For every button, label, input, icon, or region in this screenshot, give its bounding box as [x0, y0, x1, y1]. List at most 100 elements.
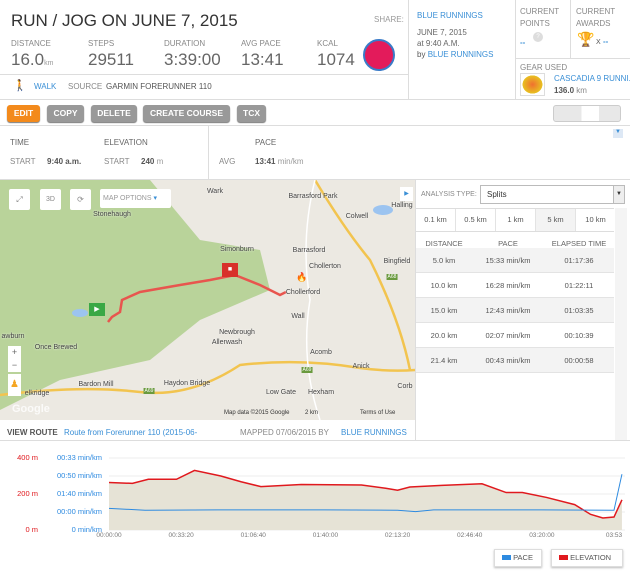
pace-tick-label: 01:40 min/km [56, 489, 102, 498]
map-place-label: Chollerford [285, 289, 321, 296]
activity-type-link[interactable]: WALK [34, 82, 57, 91]
kcal-badge [363, 39, 395, 71]
x-tick-label: 01:06:40 [240, 532, 266, 539]
map-place-label: Newbrough [219, 329, 255, 336]
pace-tick-label: 0 min/km [71, 525, 102, 534]
elev-start-value: 240 [141, 157, 155, 166]
finish-marker-icon[interactable]: ■ [222, 263, 238, 277]
x-tick-label: 03:20:00 [529, 532, 555, 539]
pace-swatch [502, 555, 511, 560]
split-tab[interactable]: 5 km [536, 209, 576, 231]
split-tab[interactable]: 10 km [576, 209, 616, 231]
split-tab[interactable]: 1 km [496, 209, 536, 231]
col-distance: DISTANCE [425, 239, 463, 248]
legend-pace-label: PACE [513, 553, 533, 562]
map-terms-link[interactable]: Terms of Use [360, 410, 396, 416]
stat-value: 1074 [317, 50, 355, 69]
split-tab[interactable]: 0.5 km [456, 209, 496, 231]
awards-label: CURRENT AWARDS [576, 6, 615, 30]
source-value: GARMIN FORERUNNER 110 [106, 82, 212, 91]
map-canvas [0, 180, 415, 420]
elevation-tick-label: 200 m [17, 489, 38, 498]
collapse-icon[interactable]: ▼ [613, 129, 623, 138]
map-place-label: Acomb [310, 349, 332, 356]
gear-name[interactable]: CASCADIA 9 RUNNI... [554, 74, 630, 83]
owner-date: JUNE 7, 2015 [417, 28, 467, 37]
map-options-dropdown[interactable]: MAP OPTIONS ▾ [100, 189, 171, 208]
analysis-type-select[interactable]: Splits ▼ [480, 185, 625, 204]
map-place-label: Wall [291, 313, 305, 320]
map-place-label: Bingfield [383, 258, 411, 265]
points-help-icon[interactable]: ? [533, 32, 543, 42]
fullscreen-button[interactable]: ⤢ [9, 189, 30, 210]
copy-button[interactable]: COPY [47, 105, 84, 122]
map-place-label: Allerwash [211, 339, 243, 346]
map-place-label: Once Brewed [34, 344, 78, 351]
stat-label: KCAL [317, 39, 338, 48]
gear-label: GEAR USED [520, 63, 568, 72]
by-name[interactable]: BLUE RUNNINGS [427, 50, 494, 59]
pegman-icon[interactable]: ♟ [8, 374, 21, 396]
zoom-control[interactable]: + − [8, 346, 21, 372]
table-row: 10.0 km 16:28 min/km 01:22:11 [416, 273, 614, 298]
map-place-label: Colwell [345, 213, 369, 220]
stat-value: 3:39:00 [164, 50, 221, 69]
awards-label-2: AWARDS [576, 19, 611, 28]
map-place-label: Bardon Mill [78, 381, 114, 388]
stat-value: 29511 [88, 50, 135, 69]
route-link[interactable]: Route from Forerunner 110 (2015-06- [64, 428, 198, 437]
stat-label: AVG PACE [241, 39, 281, 48]
create-course-button[interactable]: CREATE COURSE [143, 105, 230, 122]
awards-label-1: CURRENT [576, 7, 616, 16]
start-marker-icon[interactable]: ▶ [89, 303, 105, 316]
cell-pace: 12:43 min/km [485, 306, 531, 315]
time-label: TIME [10, 138, 30, 147]
delete-button[interactable]: DELETE [91, 105, 137, 122]
x-tick-label: 02:46:40 [457, 532, 483, 539]
split-tab[interactable]: 0.1 km [416, 209, 456, 231]
by-label: by [417, 50, 426, 59]
map[interactable] [0, 180, 415, 420]
table-row: 21.4 km 00:43 min/km 00:00:58 [416, 348, 614, 373]
map-place-label: Barrasford Park [288, 193, 338, 200]
cell-distance: 21.4 km [430, 356, 458, 365]
legend-elevation[interactable]: ELEVATION [551, 549, 623, 567]
view-toggle[interactable] [553, 105, 621, 122]
trophy-icon: 🏆 [577, 31, 595, 47]
3d-button[interactable]: 3D [40, 189, 61, 210]
elevation-pace-chart [108, 457, 625, 531]
points-label: CURRENT POINTS [520, 6, 559, 30]
owner-name[interactable]: BLUE RUNNINGS [417, 11, 483, 20]
cell-elapsed: 01:03:35 [564, 306, 594, 315]
pace-unit: min/km [277, 157, 304, 166]
map-place-label: Stonehaugh [93, 211, 131, 218]
tcx-button[interactable]: TCX [237, 105, 266, 122]
edit-button[interactable]: EDIT [7, 105, 40, 122]
points-label-2: POINTS [520, 19, 550, 28]
cell-distance: 20.0 km [430, 331, 458, 340]
scrollbar[interactable] [615, 208, 627, 440]
x-tick-label: 02:13:20 [384, 532, 411, 539]
time-start-value: 9:40 a.m. [47, 157, 82, 166]
mapped-label: MAPPED 07/06/2015 BY [240, 428, 329, 437]
rotate-button[interactable]: ⟳ [70, 189, 91, 210]
map-place-label: elkridge [24, 390, 50, 397]
walk-icon: 🚶 [13, 80, 27, 92]
elevation-line [108, 469, 623, 519]
map-options-label: MAP OPTIONS [103, 195, 152, 202]
elev-start-label: START [104, 157, 130, 166]
panel-toggle-button[interactable]: ▶ [400, 187, 413, 201]
x-tick-label: 03:53 [605, 532, 623, 539]
fire-icon: 🔥 [296, 272, 308, 282]
table-row: 20.0 km 02:07 min/km 00:10:39 [416, 323, 614, 348]
mapped-by-link[interactable]: BLUE RUNNINGS [341, 428, 407, 437]
table-row: 5.0 km 15:33 min/km 01:17:36 [416, 248, 614, 273]
elevation-tick-label: 400 m [17, 453, 38, 462]
source-label: SOURCE [68, 82, 103, 91]
x-tick-label: 00:00:00 [96, 532, 122, 539]
stat-value: 16.0 [11, 50, 45, 69]
route-line [107, 273, 287, 323]
stat-label: STEPS [88, 39, 115, 48]
analysis-type-label: ANALYSIS TYPE: [421, 191, 477, 198]
legend-pace[interactable]: PACE [494, 549, 542, 567]
